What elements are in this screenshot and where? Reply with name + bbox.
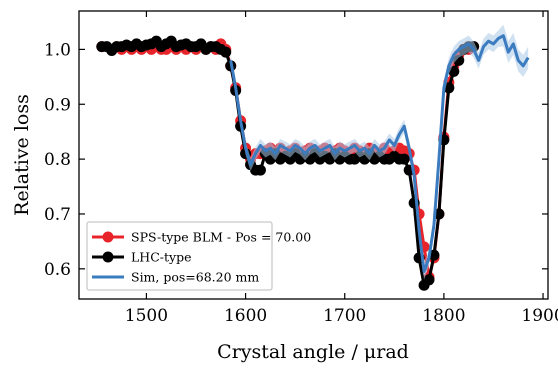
x-tick-label: 1800 [422,306,465,326]
y-tick-label: 0.9 [44,95,71,115]
y-tick-label: 0.6 [44,260,71,280]
y-tick-label: 0.7 [44,205,71,225]
x-axis-title: Crystal angle / μrad [217,341,409,363]
legend-marker-sps [102,231,114,243]
x-tick-label: 1600 [224,306,267,326]
plot-layer [96,24,530,291]
legend: SPS-type BLM - Pos = 70.00 LHC-type Sim,… [86,221,311,291]
legend-marker-lhc [102,251,114,263]
legend-label-lhc: LHC-type [131,250,191,265]
legend-box [86,221,273,291]
x-tick-label: 1700 [323,306,366,326]
x-tick-label: 1500 [125,306,168,326]
series-lhc-point [254,164,266,176]
legend-label-sim: Sim, pos=68.20 mm [131,270,259,285]
series-lhc-point [423,274,435,286]
series-lhc-point [220,46,232,58]
legend-label-sps: SPS-type BLM - Pos = 70.00 [131,230,311,245]
y-tick-label: 1.0 [44,40,71,60]
series-sim-line [229,34,530,274]
y-tick-label: 0.8 [44,150,71,170]
plot-frame [78,10,549,300]
series-lhc-point [398,153,410,165]
y-axis-title: Relative loss [11,94,33,216]
